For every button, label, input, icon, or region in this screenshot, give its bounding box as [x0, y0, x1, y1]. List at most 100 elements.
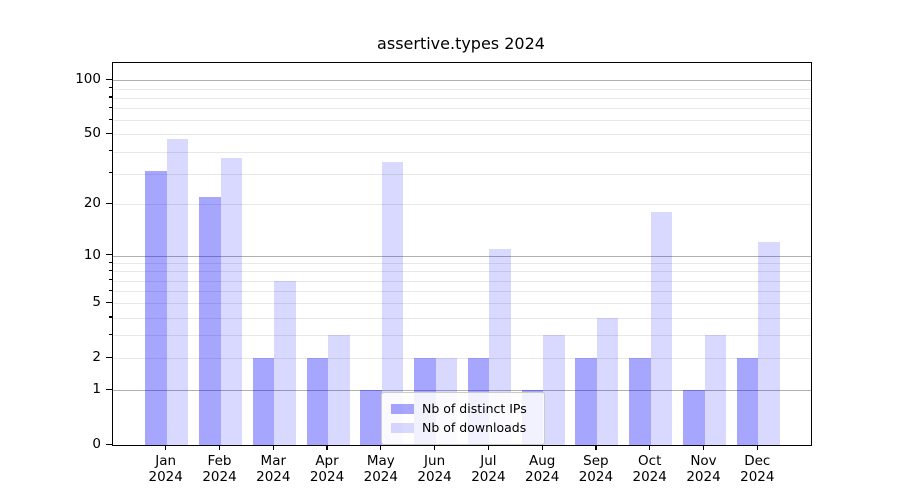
y-tick-0: [106, 443, 112, 445]
gridline-70: [113, 108, 811, 110]
bar-downloads-sep: [596, 317, 619, 445]
gridline-20: [113, 204, 811, 206]
legend: Nb of distinct IPs Nb of downloads: [381, 392, 545, 445]
y-minor-tick-3: [108, 333, 112, 336]
x-tick-label-jan: Jan 2024: [138, 453, 194, 485]
x-tick-apr: [326, 445, 328, 450]
legend-label: Nb of downloads: [422, 420, 527, 435]
y-minor-tick-90: [108, 87, 112, 89]
y-tick-label-10: 10: [83, 246, 101, 263]
x-tick-label-sep: Sep 2024: [568, 453, 624, 485]
x-tick-month: Dec: [744, 453, 771, 469]
bar-distinct-ips-oct: [629, 358, 651, 445]
y-minor-tick-70: [108, 106, 112, 108]
bar-distinct-ips-mar: [252, 358, 275, 445]
x-tick-month: Jun: [424, 453, 446, 469]
y-tick-label-50: 50: [83, 125, 101, 142]
x-tick-year: 2024: [148, 469, 183, 485]
gridline-9: [113, 263, 811, 264]
gridline-10: [113, 255, 811, 257]
y-minor-tick-60: [108, 118, 112, 120]
x-tick-year: 2024: [632, 469, 667, 485]
gridline-60: [113, 120, 811, 122]
bar-distinct-ips-feb: [199, 197, 221, 445]
x-tick-oct: [649, 445, 651, 450]
x-tick-label-jul: Jul 2024: [460, 453, 516, 485]
y-tick-2: [106, 356, 112, 359]
y-minor-tick-6: [108, 289, 112, 292]
x-tick-feb: [218, 445, 221, 450]
x-tick-label-apr: Apr 2024: [299, 453, 355, 485]
bar-downloads-aug: [543, 335, 565, 445]
bar-distinct-ips-jan: [145, 171, 167, 445]
y-tick-100: [106, 78, 112, 81]
y-tick-label-0: 0: [92, 436, 101, 452]
y-tick-50: [106, 132, 112, 135]
x-tick-year: 2024: [363, 469, 398, 485]
y-minor-tick-9: [108, 261, 112, 263]
bar-downloads-may: [381, 161, 404, 445]
bar-distinct-ips-sep: [575, 358, 597, 445]
y-tick-label-2: 2: [92, 349, 101, 366]
y-tick-1: [106, 388, 112, 391]
y-minor-tick-30: [108, 172, 112, 174]
x-tick-month: Aug: [529, 453, 556, 469]
y-tick-5: [106, 301, 112, 304]
y-minor-tick-80: [108, 96, 112, 98]
x-tick-month: May: [366, 453, 395, 469]
x-tick-label-feb: Feb 2024: [192, 453, 248, 485]
gridline-1: [113, 390, 811, 392]
x-tick-year: 2024: [471, 469, 506, 485]
legend-row-downloads: Nb of downloads: [391, 418, 535, 437]
x-tick-label-mar: Mar 2024: [245, 453, 301, 485]
plot-area: Nb of distinct IPs Nb of downloads: [112, 62, 812, 446]
gridline-5: [113, 303, 811, 305]
y-tick-label-20: 20: [83, 195, 101, 212]
bar-downloads-jan: [166, 139, 189, 445]
x-tick-sep: [595, 445, 597, 450]
bar-downloads-feb: [220, 157, 242, 445]
bar-downloads-oct: [650, 212, 673, 445]
x-tick-jun: [433, 445, 436, 450]
x-tick-month: Oct: [638, 453, 662, 469]
gridline-6: [113, 291, 811, 293]
legend-swatch-downloads: [391, 422, 414, 433]
y-tick-label-5: 5: [92, 294, 101, 311]
x-tick-month: Apr: [315, 453, 339, 469]
x-tick-nov: [702, 445, 705, 450]
x-tick-year: 2024: [525, 469, 560, 485]
gridline-7: [113, 280, 811, 282]
gridline-4: [113, 317, 811, 319]
x-tick-month: Feb: [207, 453, 232, 469]
x-tick-year: 2024: [740, 469, 775, 485]
gridline-80: [113, 97, 811, 99]
x-tick-year: 2024: [686, 469, 721, 485]
y-minor-tick-4: [108, 316, 112, 318]
x-tick-label-dec: Dec 2024: [729, 453, 785, 485]
gridline-30: [113, 173, 811, 175]
x-tick-jul: [487, 445, 490, 450]
gridline-8: [113, 271, 811, 273]
bar-downloads-mar: [274, 280, 296, 445]
y-tick-label-100: 100: [75, 71, 101, 88]
bar-distinct-ips-apr: [306, 358, 328, 445]
y-tick-20: [106, 202, 112, 205]
y-tick-10: [106, 254, 112, 256]
x-tick-jan: [165, 445, 167, 450]
gridline-40: [113, 151, 811, 153]
x-tick-label-jun: Jun 2024: [407, 453, 463, 485]
x-tick-year: 2024: [578, 469, 614, 485]
x-tick-year: 2024: [417, 469, 452, 485]
x-tick-label-oct: Oct 2024: [622, 453, 678, 485]
x-tick-year: 2024: [309, 469, 345, 485]
y-tick-label-1: 1: [92, 381, 101, 398]
gridline-50: [113, 134, 811, 136]
y-minor-tick-8: [108, 269, 112, 272]
bar-distinct-ips-nov: [683, 390, 705, 445]
x-tick-month: Sep: [583, 453, 609, 469]
bar-distinct-ips-may: [360, 390, 382, 445]
x-tick-label-may: May 2024: [353, 453, 409, 485]
x-tick-month: Mar: [260, 453, 287, 469]
gridline-3: [113, 335, 811, 337]
